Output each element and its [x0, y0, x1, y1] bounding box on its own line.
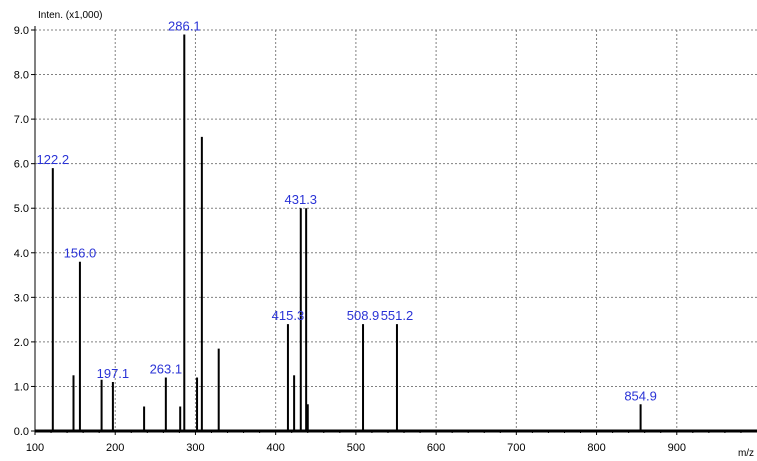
x-tick-label: 100 — [26, 442, 44, 454]
x-tick-label: 300 — [186, 442, 204, 454]
y-tick-label: 2.0 — [14, 337, 29, 349]
y-axis-title: Inten. (x1,000) — [38, 10, 102, 21]
y-tick-label: 5.0 — [14, 203, 29, 215]
x-tick-label: 600 — [427, 442, 445, 454]
y-tick-label: 1.0 — [14, 381, 29, 393]
peak-label: 854.9 — [624, 388, 657, 403]
y-tick-label: 3.0 — [14, 292, 29, 304]
y-tick-labels: 0.0 1.0 2.0 3.0 4.0 5.0 6.0 7.0 8.0 9.0 — [14, 25, 29, 438]
x-tick-label: 200 — [106, 442, 124, 454]
y-tick-label: 4.0 — [14, 248, 29, 260]
x-tick-label: 800 — [587, 442, 605, 454]
x-axis-title: m/z — [738, 448, 754, 459]
y-tick-label: 7.0 — [14, 114, 29, 126]
x-tick-label: 700 — [507, 442, 525, 454]
grid-lines — [35, 29, 757, 431]
y-tick-label: 0.0 — [14, 426, 29, 438]
axes — [31, 26, 757, 435]
peak-label: 508.9 — [347, 308, 380, 323]
peak-label: 551.2 — [381, 308, 414, 323]
peak-label: 415.3 — [272, 308, 305, 323]
y-tick-label: 8.0 — [14, 70, 29, 82]
peak-label: 286.1 — [168, 18, 201, 33]
peak-label: 197.1 — [97, 366, 130, 381]
peak-labels: 122.2 156.0 197.1 263.1 286.1 415.3 431.3 508.9… — [37, 18, 657, 403]
x-tick-label: 900 — [668, 442, 686, 454]
peak-label: 431.3 — [285, 192, 318, 207]
x-tick-label: 500 — [347, 442, 365, 454]
y-tick-label: 9.0 — [14, 25, 29, 37]
peak-label: 156.0 — [64, 246, 97, 261]
x-tick-labels: 100 200 300 400 500 600 700 800 900 — [26, 442, 686, 454]
peak-label: 122.2 — [37, 152, 70, 167]
peak-label: 263.1 — [150, 362, 183, 377]
x-tick-label: 400 — [266, 442, 284, 454]
y-tick-label: 6.0 — [14, 159, 29, 171]
peaks — [51, 34, 642, 431]
